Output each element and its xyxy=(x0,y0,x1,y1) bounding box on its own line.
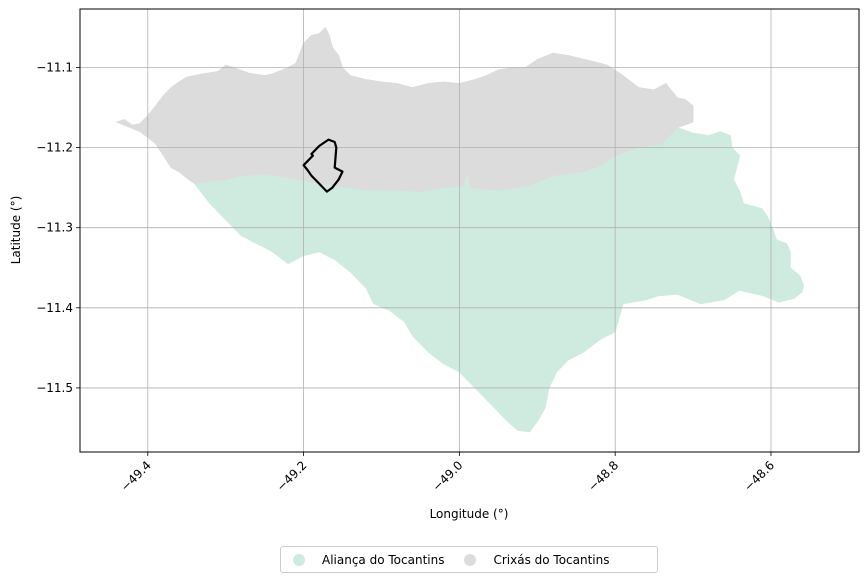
x-tick-label: −49.0 xyxy=(430,458,466,494)
highlight-outline xyxy=(302,138,344,193)
legend-label-crixas: Crixás do Tocantins xyxy=(493,552,610,567)
y-tick-label: −11.4 xyxy=(36,301,73,315)
legend-swatch-crixas xyxy=(464,553,477,566)
x-axis: −49.4 −49.2 −49.0 −48.8 −48.6 xyxy=(118,452,777,494)
region-crixas-do-tocantins xyxy=(115,26,694,193)
y-tick-label: −11.3 xyxy=(36,221,73,235)
map-legend: Aliança do Tocantins Crixás do Tocantins xyxy=(280,546,658,573)
y-tick-label: −11.1 xyxy=(36,60,73,74)
legend-label-alianca: Aliança do Tocantins xyxy=(322,552,445,567)
y-tick-label: −11.2 xyxy=(36,141,73,155)
y-axis-title: Latitude (°) xyxy=(9,196,23,265)
x-tick-label: −49.2 xyxy=(274,458,310,494)
x-axis-title: Longitude (°) xyxy=(430,507,509,521)
x-tick-label: −48.8 xyxy=(585,458,621,494)
y-axis: −11.1 −11.2 −11.3 −11.4 −11.5 xyxy=(36,60,80,395)
x-tick-label: −48.6 xyxy=(741,458,777,494)
grid-layer xyxy=(80,9,859,452)
legend-swatch-alianca xyxy=(293,553,305,566)
outline-layer xyxy=(302,138,344,193)
y-tick-label: −11.5 xyxy=(36,381,73,395)
legend-item-crixas: Crixás do Tocantins xyxy=(464,552,610,567)
legend-item-alianca: Aliança do Tocantins xyxy=(293,553,444,567)
x-tick-label: −49.4 xyxy=(118,458,154,494)
regions-layer xyxy=(115,26,805,433)
plot-frame xyxy=(79,8,860,453)
